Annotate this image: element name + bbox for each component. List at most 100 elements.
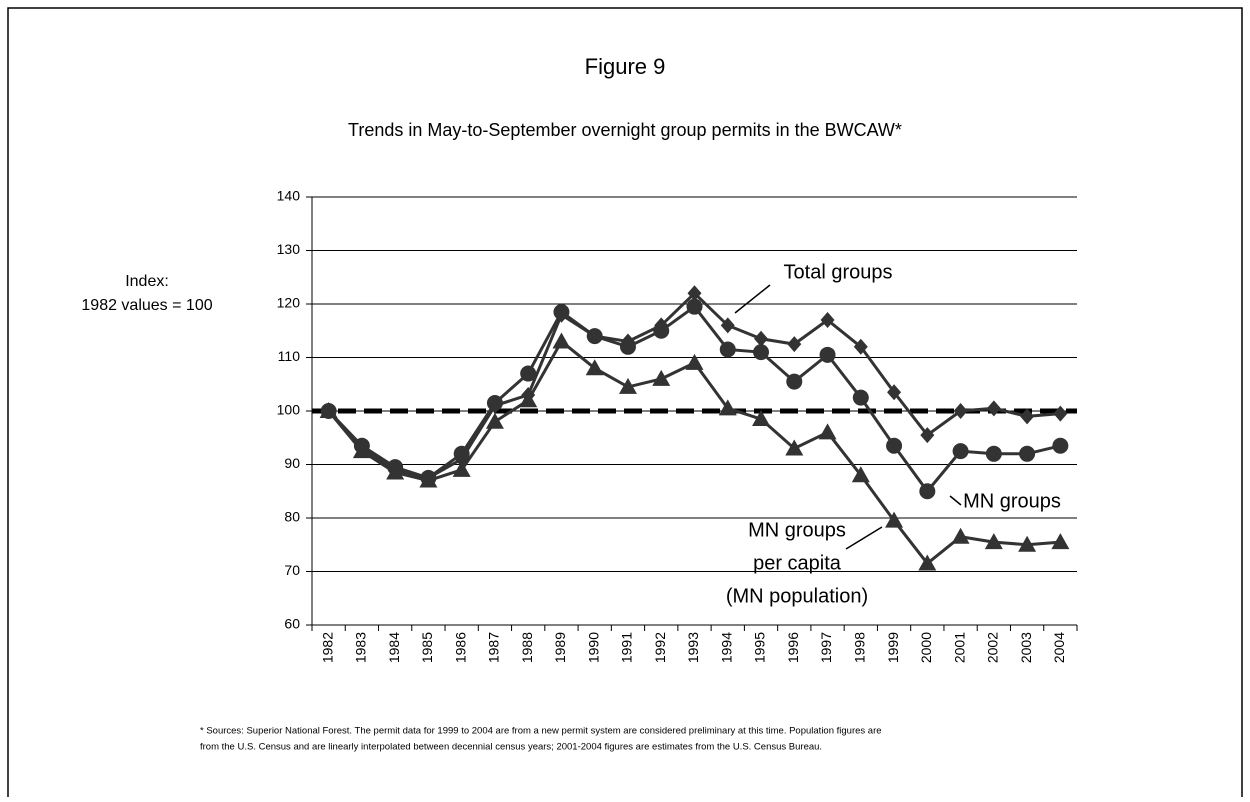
- x-tick-label: 1983: [353, 632, 369, 663]
- marker: [1018, 535, 1037, 552]
- marker: [885, 511, 904, 528]
- marker: [787, 336, 802, 353]
- marker: [618, 377, 637, 394]
- y-tick-label: 80: [284, 509, 300, 525]
- marker: [920, 427, 935, 444]
- y-label: 1982 values = 100: [81, 297, 212, 314]
- marker: [319, 402, 338, 418]
- marker: [386, 463, 405, 480]
- y-label: Index:: [125, 273, 169, 290]
- footnote: from the U.S. Census and are linearly in…: [200, 742, 822, 753]
- marker: [754, 330, 769, 347]
- x-tick-label: 2002: [985, 632, 1001, 663]
- x-tick-label: 1988: [519, 632, 535, 663]
- marker: [1053, 405, 1068, 422]
- annotation: per capita: [753, 552, 842, 574]
- marker: [586, 328, 603, 345]
- marker: [886, 437, 903, 454]
- y-tick-label: 120: [277, 295, 301, 311]
- marker: [520, 365, 537, 382]
- x-tick-label: 2003: [1018, 632, 1034, 663]
- marker: [851, 466, 870, 483]
- marker: [952, 443, 969, 460]
- marker: [1019, 445, 1036, 462]
- marker: [852, 389, 869, 406]
- marker: [452, 460, 471, 477]
- annotation-leader: [734, 284, 771, 314]
- marker: [951, 527, 970, 544]
- marker: [686, 298, 703, 315]
- marker: [519, 391, 538, 408]
- marker: [585, 359, 604, 376]
- x-tick-label: 1985: [419, 632, 435, 663]
- x-tick-label: 1984: [386, 632, 402, 663]
- x-tick-label: 1987: [486, 632, 502, 663]
- marker: [918, 554, 937, 571]
- annotation: MN groups: [963, 490, 1061, 512]
- marker: [1052, 437, 1069, 454]
- x-tick-label: 1982: [319, 632, 335, 663]
- marker: [919, 483, 936, 500]
- x-tick-label: 1995: [752, 632, 768, 663]
- x-tick-label: 2004: [1051, 632, 1067, 663]
- marker: [652, 369, 671, 386]
- marker: [953, 403, 968, 419]
- annotation: MN groups: [748, 519, 846, 541]
- marker: [453, 445, 470, 462]
- marker: [887, 384, 902, 401]
- x-tick-label: 1997: [818, 632, 834, 663]
- y-tick-label: 140: [277, 188, 301, 204]
- marker: [986, 400, 1001, 417]
- marker: [819, 346, 836, 363]
- marker: [785, 439, 804, 456]
- marker: [718, 399, 737, 416]
- marker: [720, 317, 735, 334]
- marker: [1051, 533, 1070, 550]
- y-tick-label: 70: [284, 562, 300, 578]
- x-tick-label: 1994: [718, 632, 734, 663]
- chart-subtitle: Trends in May-to-September overnight gro…: [348, 120, 902, 140]
- marker: [352, 442, 371, 459]
- x-tick-label: 1996: [785, 632, 801, 663]
- x-tick-label: 1990: [585, 632, 601, 663]
- y-tick-label: 130: [277, 241, 301, 257]
- marker: [786, 373, 803, 390]
- marker: [985, 445, 1002, 462]
- x-tick-label: 2000: [918, 632, 934, 663]
- x-tick-label: 1993: [685, 632, 701, 663]
- y-tick-label: 100: [277, 402, 301, 418]
- x-tick-label: 1992: [652, 632, 668, 663]
- x-tick-label: 1991: [619, 632, 635, 663]
- footnote: * Sources: Superior National Forest. The…: [200, 726, 882, 737]
- x-tick-label: 1998: [852, 632, 868, 663]
- marker: [419, 471, 438, 488]
- annotation: Total groups: [784, 261, 893, 283]
- marker: [685, 353, 704, 370]
- marker: [719, 341, 736, 358]
- annotation: (MN population): [726, 585, 868, 607]
- series-line: [327, 339, 1061, 566]
- y-tick-label: 60: [284, 616, 300, 632]
- marker: [1020, 408, 1035, 425]
- marker: [853, 338, 868, 355]
- x-tick-label: 1986: [452, 632, 468, 663]
- marker: [687, 285, 702, 302]
- annotation-leader: [949, 495, 962, 506]
- annotation-leader: [845, 526, 883, 550]
- x-tick-label: 2001: [951, 632, 967, 663]
- marker: [552, 332, 571, 349]
- marker: [553, 304, 570, 321]
- marker: [619, 338, 636, 355]
- x-tick-label: 1999: [885, 632, 901, 663]
- marker: [486, 394, 503, 411]
- marker: [984, 533, 1003, 550]
- series-line: [327, 304, 1061, 494]
- series-line: [327, 291, 1061, 480]
- y-tick-label: 110: [278, 348, 301, 364]
- marker: [753, 344, 770, 361]
- chart-title: Figure 9: [585, 54, 666, 79]
- y-tick-label: 90: [284, 455, 300, 471]
- marker: [653, 322, 670, 339]
- frame: [7, 7, 1243, 802]
